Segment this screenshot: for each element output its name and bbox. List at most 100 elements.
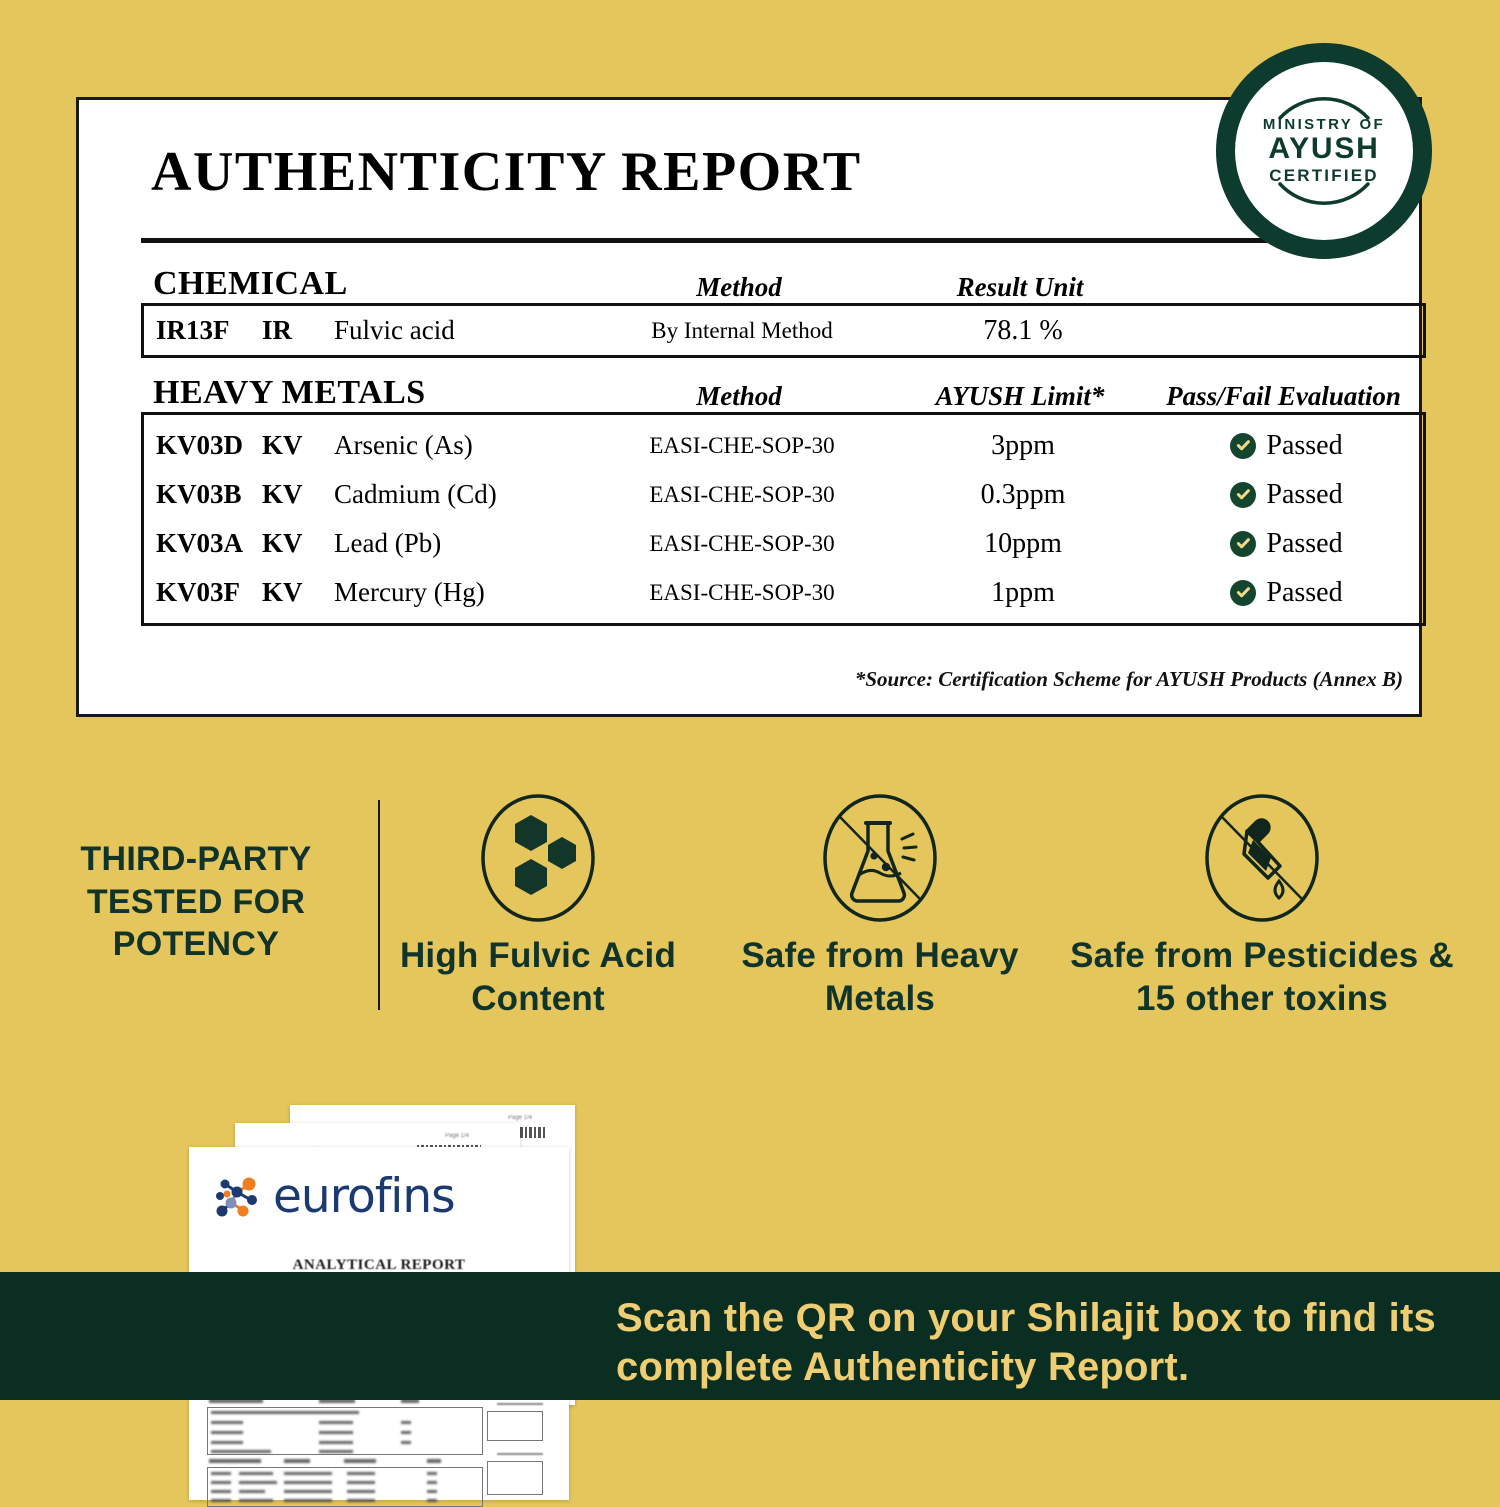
row-code: KV03A xyxy=(156,528,243,558)
heavy-metal-rows-box: KV03D KV Arsenic (As) EASI-CHE-SOP-30 3p… xyxy=(141,412,1426,626)
check-circle-icon xyxy=(1230,432,1257,459)
feature-safe-pesticides: Safe from Pesticides & 15 other toxins xyxy=(1062,790,1462,1020)
status-badge: Passed xyxy=(1266,576,1343,608)
doc-text-line xyxy=(211,1431,243,1434)
doc-row-box xyxy=(207,1407,483,1455)
doc-section-header xyxy=(209,1459,261,1463)
doc-text-line xyxy=(239,1481,277,1484)
feature-label: Safe from Pesticides & 15 other toxins xyxy=(1070,936,1454,1018)
doc-text-line xyxy=(401,1441,411,1444)
doc-text-line xyxy=(401,1421,411,1424)
doc-section-header xyxy=(319,1399,355,1403)
doc-text-line xyxy=(239,1472,273,1475)
doc-text-line xyxy=(211,1499,231,1502)
chemical-rows-box: IR13F IR Fulvic acid By Internal Method … xyxy=(141,303,1426,358)
doc-text-line xyxy=(401,1431,411,1434)
eurofins-logo: eurofins xyxy=(211,1169,456,1224)
doc-text-line xyxy=(239,1490,265,1493)
third-party-headline: THIRD-PARTY TESTED FOR POTENCY xyxy=(80,840,312,963)
pass-fail-header-label: Pass/Fail Evaluation xyxy=(1166,381,1401,411)
doc-text-line xyxy=(427,1499,437,1502)
row-code: KV03B xyxy=(156,479,242,509)
doc-text-line xyxy=(284,1499,332,1502)
table-row: IR13F IR Fulvic acid By Internal Method … xyxy=(144,306,1423,355)
row-kind: KV xyxy=(262,577,303,607)
doc-section-header xyxy=(401,1399,419,1403)
features-section: THIRD-PARTY TESTED FOR POTENCY High Fulv… xyxy=(0,790,1500,1040)
row-method: EASI-CHE-SOP-30 xyxy=(649,530,835,556)
doc-text-line xyxy=(211,1421,243,1424)
chemical-header-row: CHEMICAL Method Result Unit xyxy=(141,255,1426,303)
doc-text-line xyxy=(347,1499,375,1502)
doc-text-line xyxy=(319,1450,353,1453)
badge-line-1: MINISTRY OF xyxy=(1262,116,1386,134)
row-method: EASI-CHE-SOP-30 xyxy=(649,432,835,458)
ayush-certified-badge: MINISTRY OF AYUSH CERTIFIED xyxy=(1216,43,1432,259)
row-kind: KV xyxy=(262,430,303,460)
doc-side-box xyxy=(487,1411,543,1441)
row-method: EASI-CHE-SOP-30 xyxy=(649,579,835,605)
row-kind: KV xyxy=(262,528,303,558)
vertical-divider xyxy=(378,800,380,1010)
page-title: AUTHENTICITY REPORT xyxy=(151,141,862,203)
doc-text-line xyxy=(347,1472,375,1475)
row-limit: 1ppm xyxy=(991,576,1055,608)
badge-line-3: CERTIFIED xyxy=(1269,165,1379,185)
honeycomb-icon xyxy=(378,790,698,925)
doc-section-header xyxy=(427,1459,441,1463)
row-analyte: Mercury (Hg) xyxy=(334,577,485,607)
doc-side-box xyxy=(487,1461,543,1495)
method-header-label: Method xyxy=(696,272,782,302)
row-method: EASI-CHE-SOP-30 xyxy=(649,481,835,507)
doc-text-line xyxy=(427,1472,437,1475)
row-kind: KV xyxy=(262,479,303,509)
row-method: By Internal Method xyxy=(651,317,833,343)
doc-section-header xyxy=(284,1459,310,1463)
result-unit-header-label: Result Unit xyxy=(956,272,1084,302)
qr-scan-banner: Scan the QR on your Shilajit box to find… xyxy=(0,1272,1500,1400)
row-analyte: Lead (Pb) xyxy=(334,528,442,558)
doc-text-line xyxy=(211,1481,231,1484)
row-analyte: Arsenic (As) xyxy=(334,430,473,460)
doc-text-line xyxy=(319,1431,353,1434)
badge-arcs-icon xyxy=(1278,97,1370,205)
row-limit: 3ppm xyxy=(991,429,1055,461)
doc-text-line xyxy=(211,1450,271,1453)
page-number: Page 1/4 xyxy=(445,1133,470,1139)
row-code: KV03F xyxy=(156,577,240,607)
doc-text-line xyxy=(284,1490,332,1493)
doc-text-line xyxy=(284,1481,332,1484)
table-row: KV03F KV Mercury (Hg) EASI-CHE-SOP-30 1p… xyxy=(144,568,1423,617)
source-footnote: *Source: Certification Scheme for AYUSH … xyxy=(854,667,1403,691)
doc-text-line xyxy=(347,1481,375,1484)
row-result: 78.1 % xyxy=(983,314,1063,346)
report-table: CHEMICAL Method Result Unit IR13F IR Ful… xyxy=(141,255,1426,626)
table-row: KV03B KV Cadmium (Cd) EASI-CHE-SOP-30 0.… xyxy=(144,470,1423,519)
doc-side-line xyxy=(497,1403,543,1405)
eurofins-molecule-icon xyxy=(216,1177,257,1216)
doc-text-line xyxy=(211,1411,359,1414)
row-analyte: Cadmium (Cd) xyxy=(334,479,497,509)
no-flask-icon xyxy=(720,790,1040,925)
page-number: Page 1/4 xyxy=(508,1115,533,1121)
doc-text-line xyxy=(347,1490,375,1493)
heavy-metals-header-label: HEAVY METALS xyxy=(153,374,426,411)
check-circle-icon xyxy=(1230,530,1257,557)
doc-section-header xyxy=(344,1459,376,1463)
heavy-metals-header-row: HEAVY METALS Method AYUSH Limit* Pass/Fa… xyxy=(141,358,1426,412)
doc-text-line xyxy=(427,1481,437,1484)
chemical-header-label: CHEMICAL xyxy=(153,265,348,302)
doc-text-line xyxy=(284,1472,332,1475)
status-badge: Passed xyxy=(1266,478,1343,510)
eurofins-wordmark: eurofins xyxy=(273,1169,456,1224)
doc-text-line xyxy=(211,1441,243,1444)
row-kind: IR xyxy=(262,315,293,345)
check-circle-icon xyxy=(1230,579,1257,606)
doc-text-line xyxy=(427,1490,437,1493)
badge-line-2: AYUSH xyxy=(1268,132,1380,166)
doc-text-line xyxy=(211,1472,231,1475)
ayush-limit-header-label: AYUSH Limit* xyxy=(935,381,1105,411)
status-badge: Passed xyxy=(1266,527,1343,559)
row-code: KV03D xyxy=(156,430,243,460)
ayush-badge-inner: MINISTRY OF AYUSH CERTIFIED xyxy=(1235,62,1413,240)
